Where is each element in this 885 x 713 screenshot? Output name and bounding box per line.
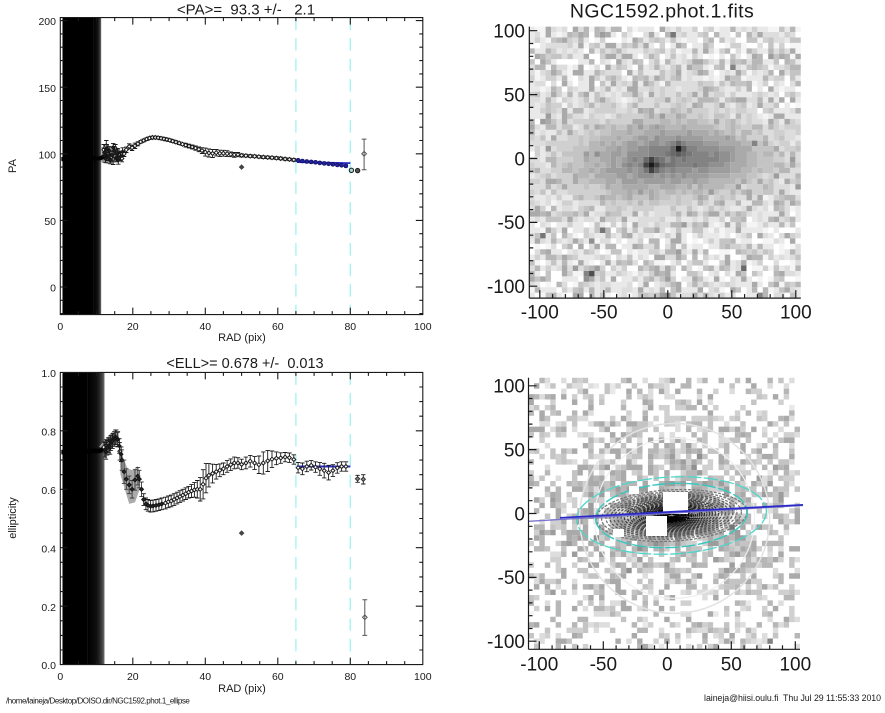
svg-text:50: 50 — [721, 655, 742, 676]
svg-text:100: 100 — [493, 22, 525, 43]
svg-text:80: 80 — [344, 671, 356, 683]
svg-text:RAD (pix): RAD (pix) — [218, 332, 266, 344]
svg-text:1.0: 1.0 — [41, 368, 56, 380]
svg-text:0.6: 0.6 — [41, 485, 56, 497]
svg-text:50: 50 — [721, 303, 742, 324]
svg-text:laineja@hiisi.oulu.fi Thu Jul: laineja@hiisi.oulu.fi Thu Jul 29 11:55:3… — [704, 693, 881, 703]
svg-text:NGC1592.phot.1.fits: NGC1592.phot.1.fits — [570, 1, 754, 23]
svg-text:<ELL>= 0.678 +/- 0.013: <ELL>= 0.678 +/- 0.013 — [166, 356, 323, 372]
svg-text:/home/laineja/Desktop/DOISO.di: /home/laineja/Desktop/DOISO.dir/NGC1592.… — [6, 697, 190, 706]
svg-text:RAD (pix): RAD (pix) — [218, 683, 266, 695]
svg-text:100: 100 — [414, 321, 432, 333]
svg-text:0: 0 — [50, 283, 56, 295]
svg-text:0.8: 0.8 — [41, 426, 56, 438]
svg-text:ellipticity: ellipticity — [7, 497, 19, 539]
svg-text:40: 40 — [199, 671, 211, 683]
svg-text:0: 0 — [514, 149, 525, 170]
svg-text:0: 0 — [57, 671, 63, 683]
svg-text:20: 20 — [127, 321, 139, 333]
svg-text:40: 40 — [199, 321, 211, 333]
svg-text:-50: -50 — [498, 213, 525, 234]
svg-text:100: 100 — [780, 303, 812, 324]
svg-text:-100: -100 — [520, 655, 558, 676]
svg-text:0: 0 — [57, 321, 63, 333]
svg-text:100: 100 — [493, 377, 525, 398]
svg-text:-50: -50 — [590, 655, 617, 676]
svg-text:0: 0 — [514, 504, 525, 525]
svg-text:-50: -50 — [590, 303, 617, 324]
svg-text:20: 20 — [127, 671, 139, 683]
svg-text:0: 0 — [662, 655, 673, 676]
svg-text:PA: PA — [7, 158, 19, 173]
svg-text:0.4: 0.4 — [41, 543, 56, 555]
svg-text:50: 50 — [504, 85, 525, 106]
svg-text:200: 200 — [38, 16, 56, 28]
svg-text:60: 60 — [272, 671, 284, 683]
svg-text:100: 100 — [779, 655, 811, 676]
svg-text:100: 100 — [414, 671, 432, 683]
svg-text:<PA>= 93.3 +/- 2.1: <PA>= 93.3 +/- 2.1 — [177, 2, 315, 19]
svg-text:0.0: 0.0 — [41, 660, 56, 672]
svg-text:50: 50 — [504, 440, 525, 461]
svg-text:-100: -100 — [487, 632, 525, 653]
svg-text:0: 0 — [663, 303, 674, 324]
svg-text:80: 80 — [344, 321, 356, 333]
svg-text:-50: -50 — [498, 568, 525, 589]
svg-text:50: 50 — [44, 216, 56, 228]
svg-text:-100: -100 — [521, 303, 559, 324]
svg-text:60: 60 — [272, 321, 284, 333]
svg-text:-100: -100 — [487, 277, 525, 298]
svg-text:100: 100 — [38, 149, 56, 161]
svg-text:150: 150 — [38, 83, 56, 95]
svg-text:0.2: 0.2 — [41, 602, 56, 614]
